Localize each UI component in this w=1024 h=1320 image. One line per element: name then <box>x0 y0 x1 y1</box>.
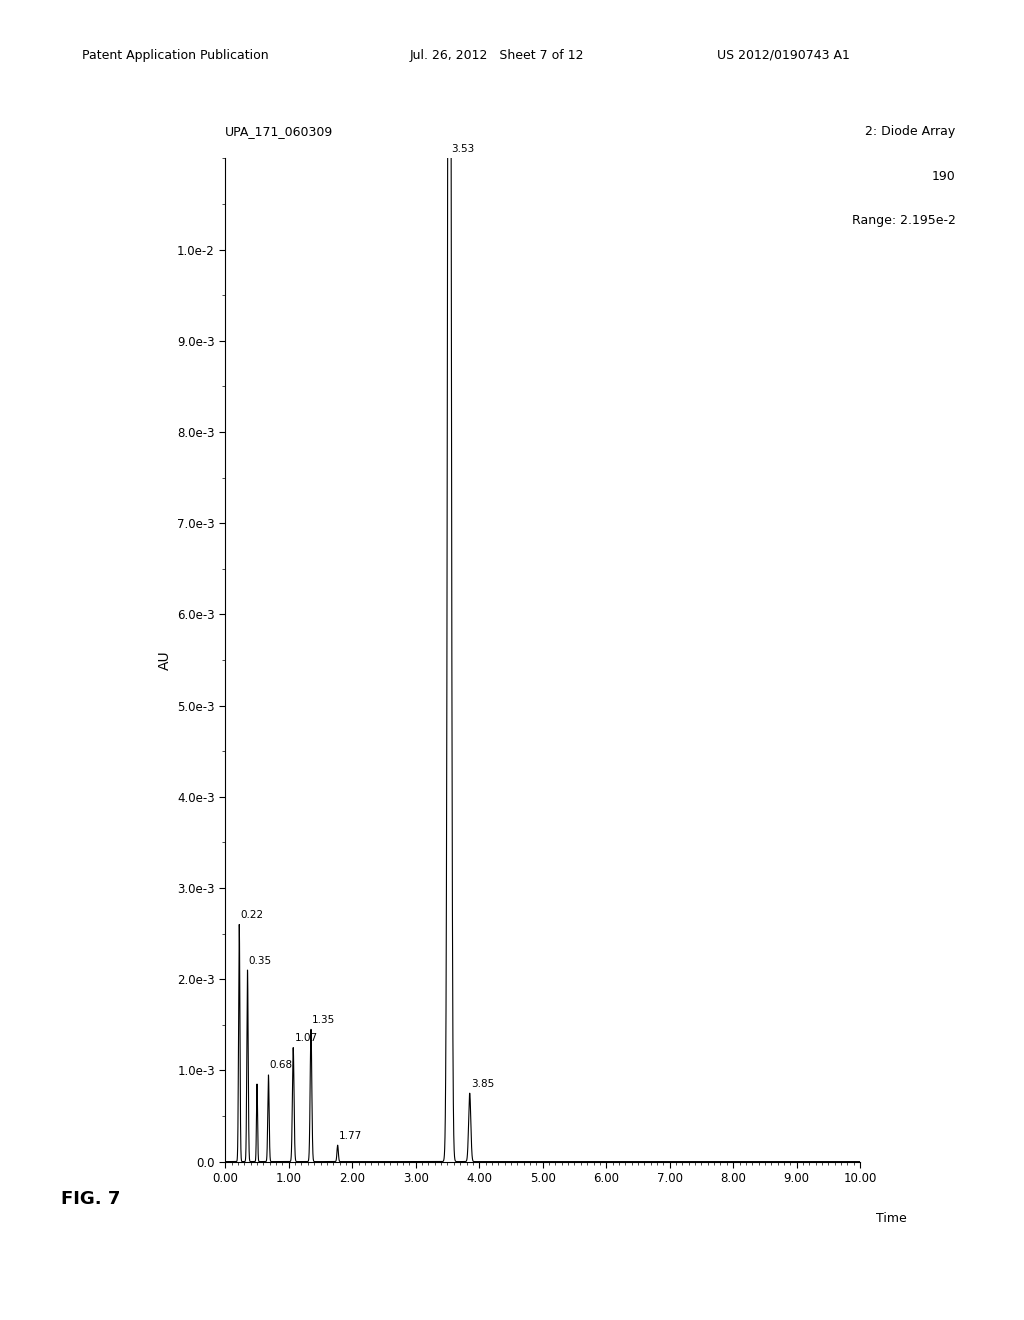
Text: 0.22: 0.22 <box>241 909 263 920</box>
Text: 0.35: 0.35 <box>249 956 272 965</box>
Text: UPA_171_060309: UPA_171_060309 <box>225 125 334 139</box>
Text: 1.35: 1.35 <box>312 1015 336 1024</box>
Text: 1.07: 1.07 <box>295 1034 317 1043</box>
Text: 3.85: 3.85 <box>471 1078 495 1089</box>
Text: 3.53: 3.53 <box>451 144 474 154</box>
Text: 190: 190 <box>932 170 955 183</box>
Text: 2: Diode Array: 2: Diode Array <box>865 125 955 139</box>
Text: FIG. 7: FIG. 7 <box>61 1189 121 1208</box>
Text: Time: Time <box>876 1212 907 1225</box>
Text: Jul. 26, 2012   Sheet 7 of 12: Jul. 26, 2012 Sheet 7 of 12 <box>410 49 584 62</box>
Y-axis label: AU: AU <box>158 651 172 669</box>
Text: 0.68: 0.68 <box>269 1060 293 1071</box>
Text: Patent Application Publication: Patent Application Publication <box>82 49 268 62</box>
Text: Range: 2.195e-2: Range: 2.195e-2 <box>852 214 955 227</box>
Text: 1.77: 1.77 <box>339 1131 362 1140</box>
Text: US 2012/0190743 A1: US 2012/0190743 A1 <box>717 49 850 62</box>
